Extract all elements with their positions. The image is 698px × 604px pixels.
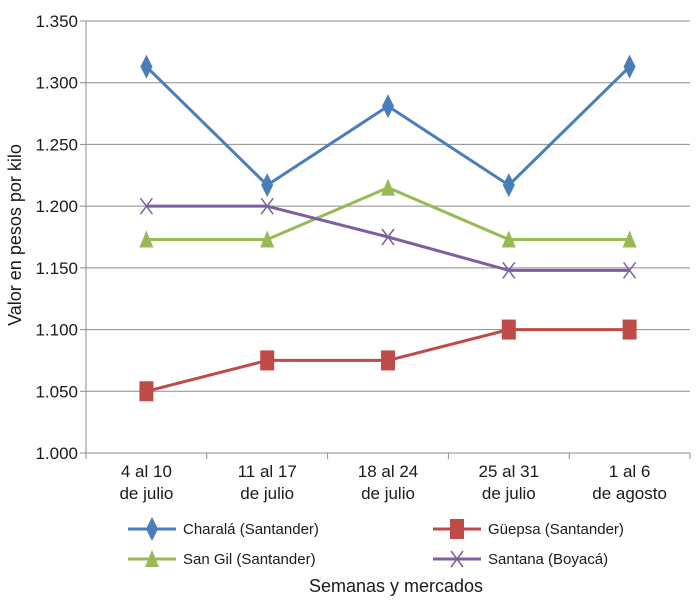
- marker-stroke: [139, 197, 153, 215]
- x-axis-title: Semanas y mercados: [309, 576, 483, 596]
- legend-marker: [145, 550, 159, 567]
- data-point: [381, 228, 395, 246]
- legend-item: Santana (Boyacá): [433, 550, 608, 568]
- data-point: [381, 178, 395, 196]
- legend: Charalá (Santander) Güepsa (Santander) San…: [128, 517, 624, 568]
- y-tick-label: 1.000: [35, 444, 78, 463]
- legend-item: San Gil (Santander): [128, 550, 316, 568]
- data-point: [502, 173, 515, 198]
- legend-marker: [146, 517, 158, 541]
- y-tick-label: 1.200: [35, 197, 78, 216]
- data-point: [260, 350, 275, 371]
- data-point: [622, 261, 637, 279]
- x-tick-label: 25 al 31 de julio: [479, 462, 540, 503]
- marker-stroke: [260, 197, 274, 215]
- x-tick-label: 4 al 10 de julio: [119, 462, 173, 503]
- x-tick-label: 11 al 17 de julio: [238, 462, 297, 503]
- data-point: [501, 319, 516, 340]
- marker-stroke: [450, 550, 464, 568]
- y-axis-title: Valor en pesos por kilo: [5, 144, 25, 326]
- legend-item: Charalá (Santander): [128, 517, 319, 541]
- data-point: [139, 197, 153, 215]
- legend-marker: [450, 550, 464, 568]
- marker-stroke: [502, 261, 516, 279]
- y-tick-label: 1.150: [35, 259, 78, 278]
- legend-label: Santana (Boyacá): [488, 551, 608, 568]
- data-point: [140, 54, 153, 79]
- series: [139, 178, 637, 248]
- data-point: [622, 230, 637, 248]
- series-group: [139, 54, 637, 402]
- data-point: [139, 381, 154, 402]
- series: [139, 197, 637, 279]
- series: [139, 319, 637, 402]
- y-tick-labels: 1.000 1.050 1.100 1.150 1.200 1.250 1.300 1.350: [35, 12, 78, 463]
- data-point: [501, 230, 516, 248]
- series: [140, 54, 636, 198]
- data-point: [502, 261, 516, 279]
- x-tick-labels: 4 al 10 de julio 11 al 17 de julio 18 al 24 d…: [119, 462, 666, 503]
- data-point: [261, 173, 274, 198]
- marker-stroke: [622, 261, 637, 279]
- y-tick-label: 1.100: [35, 321, 78, 340]
- y-tick-label: 1.350: [35, 12, 78, 31]
- data-point: [260, 197, 274, 215]
- data-point: [381, 350, 395, 371]
- y-tick-label: 1.050: [35, 382, 78, 401]
- y-tick-label: 1.300: [35, 74, 78, 93]
- data-point: [623, 54, 636, 79]
- series-line: [145, 65, 631, 187]
- y-tick-label: 1.250: [35, 135, 78, 154]
- x-tick-label: 1 al 6 de agosto: [592, 462, 667, 503]
- legend-item: Güepsa (Santander): [433, 519, 624, 539]
- data-point: [622, 319, 637, 340]
- data-point: [260, 230, 275, 248]
- axes: [80, 20, 691, 459]
- legend-label: Güepsa (Santander): [488, 521, 624, 538]
- marker-stroke: [381, 228, 395, 246]
- data-point: [139, 230, 154, 248]
- data-point: [382, 94, 394, 119]
- legend-marker: [450, 519, 464, 539]
- x-tick-label: 18 al 24 de julio: [358, 462, 419, 503]
- legend-label: San Gil (Santander): [183, 551, 316, 568]
- legend-label: Charalá (Santander): [183, 521, 319, 538]
